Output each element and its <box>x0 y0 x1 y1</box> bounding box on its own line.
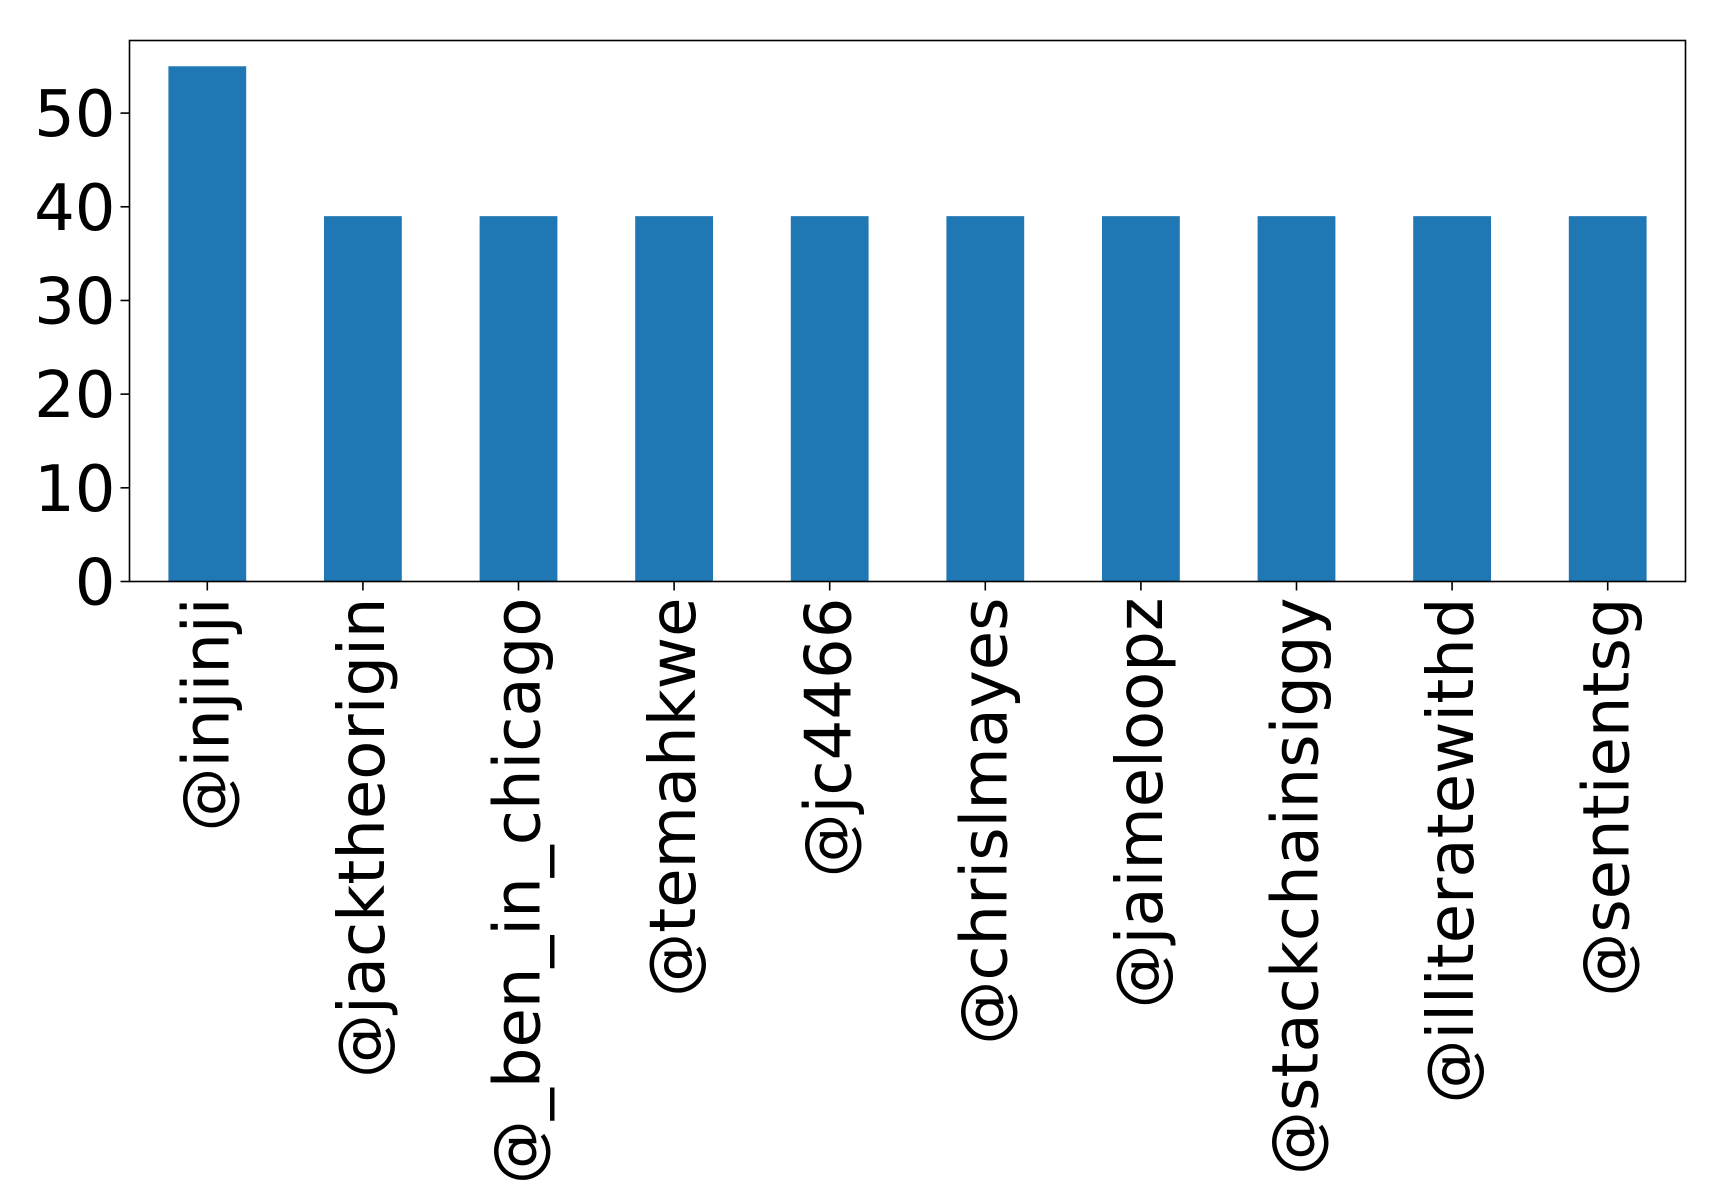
y-tick-label: 30 <box>34 265 115 339</box>
bar <box>1413 216 1491 582</box>
bar <box>1568 216 1647 582</box>
x-tick-label: @jacktheorigin <box>326 598 400 1079</box>
bars-layer <box>168 66 1647 582</box>
y-tick-label: 10 <box>34 453 115 527</box>
x-tick-label: @stackchainsiggy <box>1260 598 1334 1175</box>
bar <box>635 216 713 582</box>
x-axis: @injinji @jacktheorigin @_ben_in_chicago @t… <box>170 581 1645 1185</box>
x-tick-label: @jc4466 <box>793 598 867 878</box>
bar <box>790 216 869 582</box>
y-axis: 0 10 20 30 40 50 <box>34 78 130 621</box>
y-tick-label: 40 <box>34 172 115 246</box>
bar <box>1257 216 1336 582</box>
y-tick-label: 50 <box>34 78 115 152</box>
bar <box>946 216 1025 582</box>
x-tick-label: @illiteratewithd <box>1415 598 1489 1104</box>
y-tick-label: 20 <box>34 359 115 433</box>
bar <box>168 66 247 582</box>
x-tick-label: @injinji <box>170 598 244 832</box>
y-tick-label: 0 <box>75 547 116 621</box>
x-tick-label: @temahkwe <box>637 598 711 997</box>
bar <box>324 216 402 582</box>
x-tick-label: @chrislmayes <box>948 598 1022 1045</box>
x-tick-label: @sentientsg <box>1571 598 1645 997</box>
x-tick-label: @_ben_in_chicago <box>482 598 556 1185</box>
plot-frame <box>128 39 1687 583</box>
bar <box>1102 216 1180 582</box>
bar <box>479 216 558 582</box>
x-tick-label: @jaimeloopz <box>1104 598 1178 1009</box>
